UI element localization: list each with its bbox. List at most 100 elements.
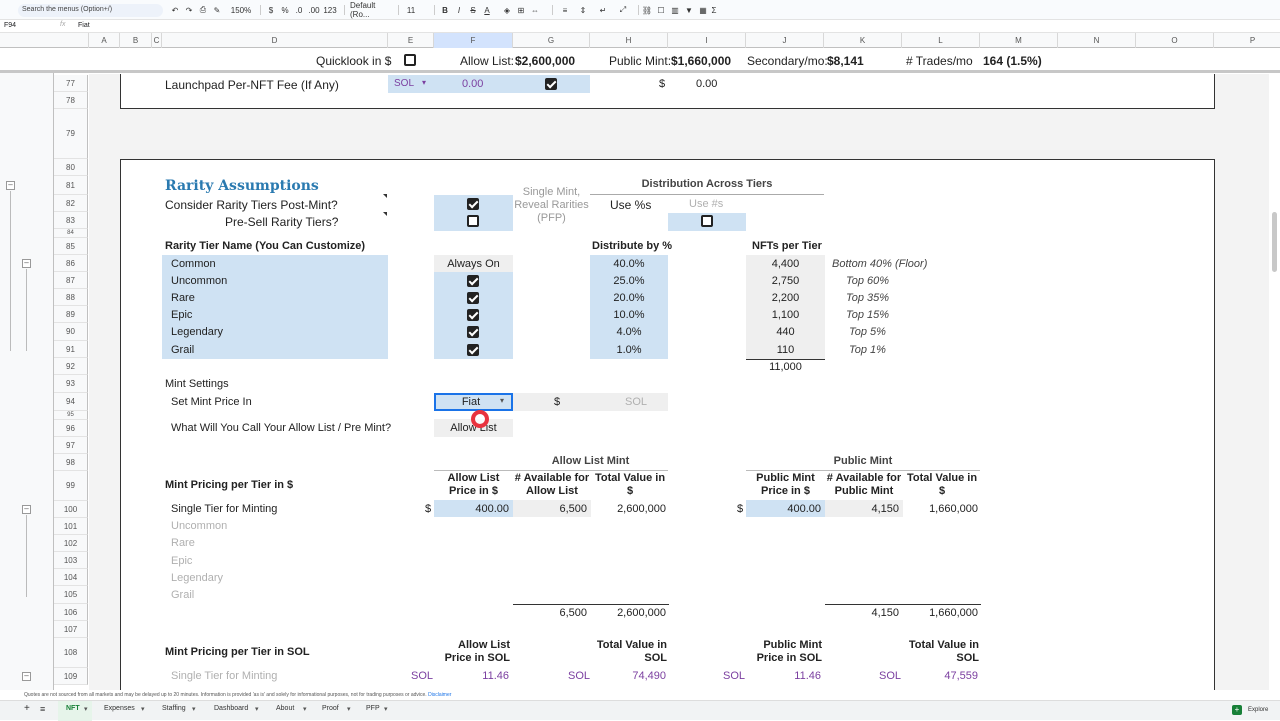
row-number[interactable]: 92 bbox=[54, 358, 88, 375]
row-number[interactable]: 99 bbox=[54, 471, 88, 501]
tier-pct[interactable]: 25.0% bbox=[613, 275, 645, 287]
row-number[interactable]: 81 bbox=[54, 176, 88, 195]
row-number[interactable]: 95 bbox=[54, 411, 88, 420]
row-number[interactable]: 87 bbox=[54, 272, 88, 289]
row-number[interactable]: 94 bbox=[54, 393, 88, 411]
launchpad-fee-input[interactable]: 0.00 bbox=[434, 75, 513, 93]
collapse-group-icon[interactable]: – bbox=[22, 672, 31, 681]
all-sheets-icon[interactable]: ≡ bbox=[40, 704, 46, 714]
use-num-checkbox[interactable] bbox=[701, 215, 713, 227]
row-number[interactable]: 101 bbox=[54, 518, 88, 535]
row-number[interactable]: 98 bbox=[54, 454, 88, 471]
more-formats-button[interactable]: 123 bbox=[323, 5, 337, 15]
vertical-scrollbar[interactable] bbox=[1272, 212, 1277, 272]
col-header-a[interactable]: A bbox=[89, 33, 120, 48]
row-number[interactable]: 83 bbox=[54, 212, 88, 229]
row-number[interactable]: 90 bbox=[54, 323, 88, 341]
tier-pct[interactable]: 10.0% bbox=[613, 309, 645, 321]
tab-proof[interactable]: Proof bbox=[322, 705, 339, 712]
undo-icon[interactable]: ↶ bbox=[171, 5, 179, 15]
explore-button[interactable]: Explore bbox=[1248, 707, 1269, 713]
row-number[interactable]: 86 bbox=[54, 255, 88, 272]
chevron-down-icon[interactable]: ▾ bbox=[384, 706, 388, 713]
disclaimer-link[interactable]: Disclaimer bbox=[428, 692, 452, 698]
chevron-down-icon[interactable]: ▾ bbox=[192, 706, 196, 713]
paint-format-icon[interactable]: ✎ bbox=[213, 5, 221, 15]
col-header-f[interactable]: F bbox=[434, 33, 513, 48]
presell-tiers-checkbox[interactable] bbox=[467, 215, 479, 227]
filter-icon[interactable]: ▼ bbox=[685, 5, 693, 15]
tier-name[interactable]: Uncommon bbox=[171, 275, 228, 287]
tier-name[interactable]: Legendary bbox=[171, 326, 223, 338]
row-number[interactable]: 85 bbox=[54, 238, 88, 255]
quicklook-checkbox[interactable] bbox=[404, 54, 416, 66]
public-price-input[interactable]: 400.00 bbox=[746, 500, 825, 517]
formula-input[interactable]: Fiat bbox=[78, 22, 90, 29]
col-header-b[interactable]: B bbox=[120, 33, 152, 48]
consider-tiers-checkbox[interactable] bbox=[467, 198, 479, 210]
row-number[interactable]: 107 bbox=[54, 621, 88, 638]
zoom-select[interactable]: 150% bbox=[230, 3, 252, 17]
italic-button[interactable]: I bbox=[457, 5, 461, 15]
col-header-o[interactable]: O bbox=[1136, 33, 1214, 48]
row-number[interactable]: 80 bbox=[54, 159, 88, 176]
col-header-d[interactable]: D bbox=[162, 33, 388, 48]
select-all-corner[interactable] bbox=[0, 33, 89, 48]
chevron-down-icon[interactable]: ▾ bbox=[84, 706, 88, 713]
tier-pct[interactable]: 4.0% bbox=[616, 326, 642, 338]
tab-expenses[interactable]: Expenses bbox=[104, 705, 135, 712]
row-number[interactable]: 103 bbox=[54, 552, 88, 569]
row-number[interactable]: 106 bbox=[54, 604, 88, 621]
filter-views-icon[interactable]: ▦ bbox=[699, 5, 707, 15]
tier-name[interactable]: Epic bbox=[171, 309, 193, 321]
row-number[interactable]: 89 bbox=[54, 306, 88, 323]
bold-button[interactable]: B bbox=[442, 5, 448, 15]
tier-enable-checkbox[interactable] bbox=[467, 292, 479, 304]
tab-nft[interactable]: NFT bbox=[66, 705, 80, 712]
col-header-g[interactable]: G bbox=[513, 33, 590, 48]
row-number[interactable]: 108 bbox=[54, 638, 88, 668]
tier-pct[interactable]: 1.0% bbox=[616, 344, 642, 356]
row-number[interactable]: 91 bbox=[54, 341, 88, 358]
tier-pct[interactable]: 20.0% bbox=[613, 292, 645, 304]
increase-decimal-button[interactable]: .00 bbox=[308, 5, 320, 15]
tier-name[interactable]: Rare bbox=[171, 292, 195, 304]
comment-icon[interactable]: ☐ bbox=[657, 5, 665, 15]
explore-icon[interactable]: + bbox=[1232, 705, 1242, 715]
tab-pfp[interactable]: PFP bbox=[366, 705, 380, 712]
redo-icon[interactable]: ↷ bbox=[185, 5, 193, 15]
col-header-l[interactable]: L bbox=[902, 33, 980, 48]
fill-color-icon[interactable]: ◈ bbox=[503, 5, 511, 15]
chevron-down-icon[interactable]: ▾ bbox=[303, 706, 307, 713]
row-number[interactable]: 100 bbox=[54, 501, 88, 518]
col-header-e[interactable]: E bbox=[388, 33, 434, 48]
collapse-group-icon[interactable]: – bbox=[6, 181, 15, 190]
tab-staffing[interactable]: Staffing bbox=[162, 705, 186, 712]
row-number[interactable]: 82 bbox=[54, 195, 88, 212]
col-header-h[interactable]: H bbox=[590, 33, 668, 48]
tier-enable-checkbox[interactable] bbox=[467, 344, 479, 356]
col-header-k[interactable]: K bbox=[824, 33, 902, 48]
valign-icon[interactable]: ⇕ bbox=[579, 5, 587, 15]
tier-enable-checkbox[interactable] bbox=[467, 309, 479, 321]
row-number[interactable]: 102 bbox=[54, 535, 88, 552]
chevron-down-icon[interactable]: ▾ bbox=[141, 706, 145, 713]
merge-cells-icon[interactable]: ⇔ bbox=[531, 5, 539, 15]
row-number[interactable]: 79 bbox=[54, 109, 88, 159]
row-number[interactable]: 88 bbox=[54, 289, 88, 306]
font-select[interactable]: Default (Ro... bbox=[350, 1, 376, 19]
price-in-select[interactable]: Fiat ▾ bbox=[434, 393, 513, 411]
row-number[interactable]: 104 bbox=[54, 569, 88, 586]
row-number[interactable]: 84 bbox=[54, 229, 88, 238]
chart-icon[interactable]: ▥ bbox=[671, 5, 679, 15]
percent-format-button[interactable]: % bbox=[281, 5, 289, 15]
borders-icon[interactable]: ⊞ bbox=[517, 5, 525, 15]
col-header-i[interactable]: I bbox=[668, 33, 746, 48]
row-number[interactable]: 97 bbox=[54, 437, 88, 454]
launchpad-checkbox[interactable] bbox=[545, 78, 557, 90]
row-number[interactable]: 93 bbox=[54, 375, 88, 393]
strikethrough-button[interactable]: S bbox=[470, 5, 476, 15]
collapse-group-icon[interactable]: – bbox=[22, 505, 31, 514]
col-header-j[interactable]: J bbox=[746, 33, 824, 48]
tier-enable-checkbox[interactable] bbox=[467, 275, 479, 287]
